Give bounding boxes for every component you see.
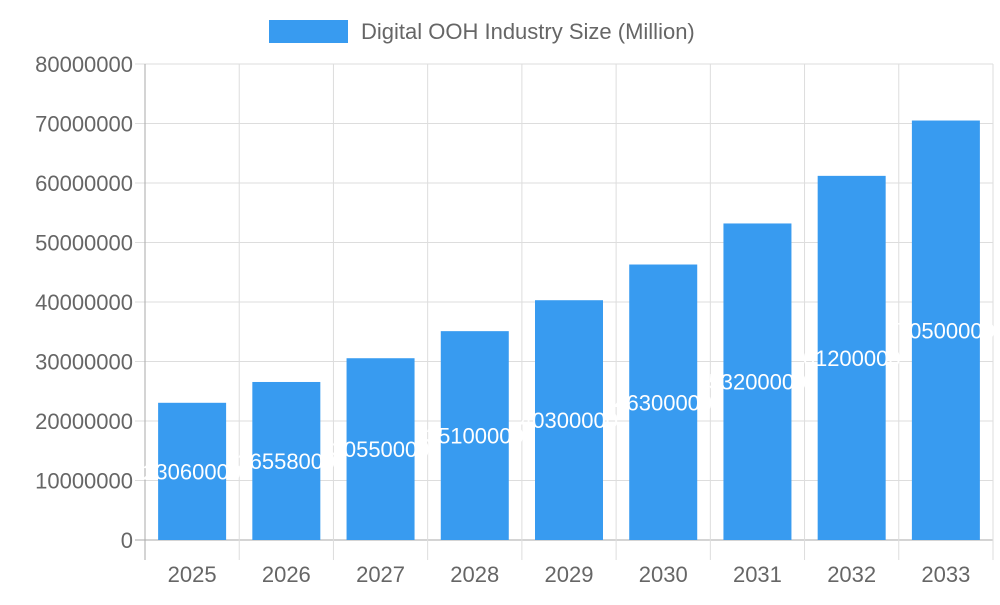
x-tick-label: 2027 xyxy=(356,562,405,587)
bar-2030 xyxy=(629,264,698,540)
data-label-2028: 35100000 xyxy=(426,424,524,449)
x-tick-label: 2026 xyxy=(262,562,311,587)
x-tick-label: 2025 xyxy=(168,562,217,587)
data-label-2027: 30550000 xyxy=(332,437,430,462)
y-tick-label: 60000000 xyxy=(35,171,133,196)
data-label-2032: 61200000 xyxy=(803,346,901,371)
x-tick-label: 2032 xyxy=(827,562,876,587)
x-tick-label: 2028 xyxy=(450,562,499,587)
bar-2025 xyxy=(158,402,227,540)
legend-swatch xyxy=(269,20,348,43)
y-tick-label: 50000000 xyxy=(35,231,133,256)
bar-2032 xyxy=(817,175,886,541)
x-tick-label: 2029 xyxy=(545,562,594,587)
bar-2028 xyxy=(440,331,509,540)
data-label-2025: 23060000 xyxy=(143,459,241,484)
x-tick-label: 2031 xyxy=(733,562,782,587)
y-tick-label: 80000000 xyxy=(35,52,133,77)
y-tick-label: 40000000 xyxy=(35,290,133,315)
y-tick-label: 10000000 xyxy=(35,469,133,494)
data-label-2026: 26558000 xyxy=(237,449,335,474)
bar-2029 xyxy=(535,300,603,540)
legend-label: Digital OOH Industry Size (Million) xyxy=(361,19,695,44)
x-tick-label: 2030 xyxy=(639,562,688,587)
y-tick-label: 70000000 xyxy=(35,112,133,137)
data-label-2033: 70500000 xyxy=(897,318,995,343)
bar-2027 xyxy=(346,358,415,540)
data-label-2030: 46300000 xyxy=(614,390,712,415)
y-tick-label: 0 xyxy=(121,528,133,553)
legend: Digital OOH Industry Size (Million) xyxy=(269,19,695,44)
data-label-2029: 40300000 xyxy=(520,408,618,433)
bar-2033 xyxy=(911,120,980,541)
data-label-2031: 53200000 xyxy=(708,370,806,395)
y-tick-label: 20000000 xyxy=(35,409,133,434)
x-tick-label: 2033 xyxy=(921,562,970,587)
bar-2031 xyxy=(723,223,792,540)
y-tick-label: 30000000 xyxy=(35,350,133,375)
bar-2026 xyxy=(252,381,321,540)
